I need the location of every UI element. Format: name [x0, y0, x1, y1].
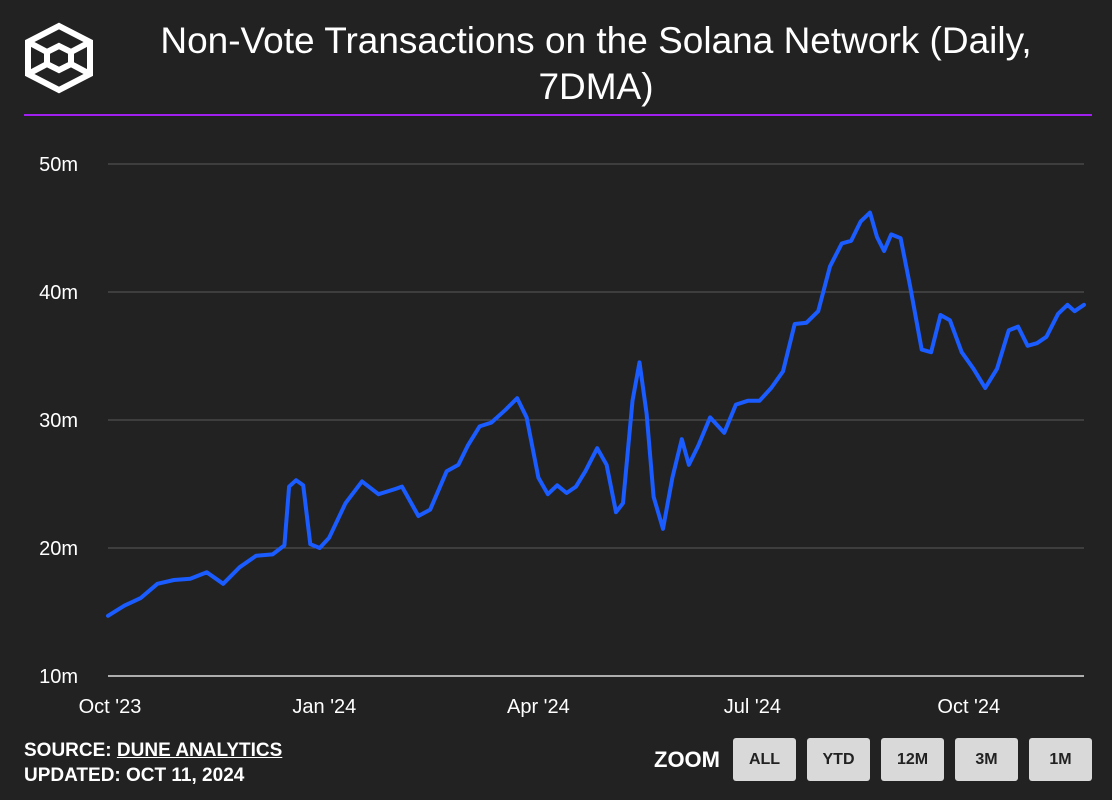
y-tick-label: 10m — [39, 666, 78, 688]
cube-logo-icon — [25, 22, 93, 94]
zoom-all-button[interactable]: ALL — [733, 738, 796, 781]
line-chart: 10m 20m 30m 40m 50m Oct '23 Jan '24 Apr '24 Jul … — [39, 154, 1086, 718]
zoom-ytd-button[interactable]: YTD — [807, 738, 870, 781]
x-tick-label: Apr '24 — [507, 696, 570, 718]
x-tick-label: Jan '24 — [292, 696, 356, 718]
y-tick-label: 20m — [39, 538, 78, 560]
x-tick-label: Oct '24 — [937, 696, 1000, 718]
y-tick-label: 30m — [39, 410, 78, 432]
y-tick-label: 50m — [39, 154, 78, 176]
zoom-3m-button[interactable]: 3M — [955, 738, 1018, 781]
updated-date: UPDATED: OCT 11, 2024 — [24, 765, 245, 786]
page-title: Non-Vote Transactions on the Solana Netw… — [160, 20, 1032, 107]
x-tick-label: Jul '24 — [724, 696, 781, 718]
zoom-12m-button[interactable]: 12M — [881, 738, 944, 781]
y-tick-label: 40m — [39, 282, 78, 304]
source-line: SOURCE: DUNE ANALYTICS — [24, 738, 282, 763]
x-tick-label: Oct '23 — [79, 696, 142, 718]
source-link[interactable]: DUNE ANALYTICS — [116, 740, 283, 761]
series-line — [106, 210, 1086, 618]
title-divider — [24, 114, 1092, 116]
zoom-label: ZOOM — [654, 746, 720, 772]
source-label: SOURCE: — [24, 740, 117, 761]
chart-footer: SOURCE: DUNE ANALYTICS UPDATED: OCT 11, … — [24, 738, 282, 788]
zoom-1m-button[interactable]: 1M — [1029, 738, 1092, 781]
zoom-controls: ZOOM ALL YTD 12M 3M 1M — [654, 738, 1092, 781]
